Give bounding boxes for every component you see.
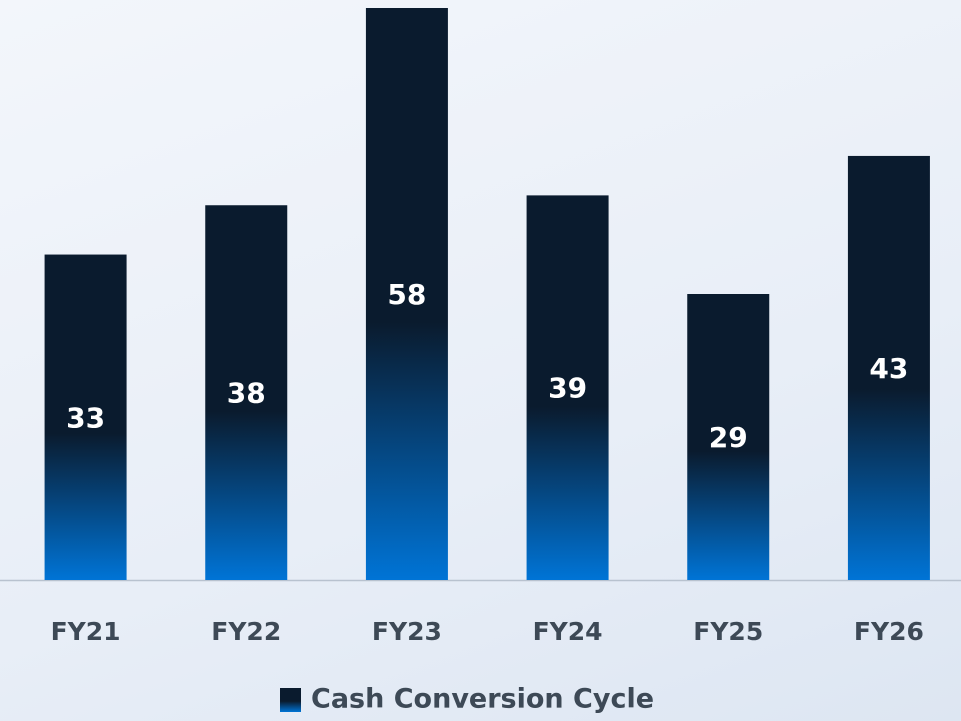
legend-swatch (280, 688, 301, 712)
bar (365, 8, 448, 580)
data-label: 29 (709, 421, 748, 454)
x-tick-label: FY24 (533, 617, 603, 646)
data-label: 58 (387, 278, 426, 311)
legend-label: Cash Conversion Cycle (311, 684, 654, 715)
bar (687, 294, 770, 580)
bar (205, 205, 288, 580)
data-label: 43 (869, 352, 908, 385)
bar (847, 155, 930, 580)
x-tick-label: FY25 (693, 617, 763, 646)
bar (44, 254, 127, 580)
bar (526, 195, 609, 580)
x-tick-label: FY26 (854, 617, 924, 646)
x-tick-label: FY22 (211, 617, 281, 646)
x-tick-label: FY23 (372, 617, 442, 646)
data-label: 33 (66, 401, 105, 434)
data-label: 38 (227, 377, 266, 410)
x-tick-label: FY21 (51, 617, 121, 646)
data-label: 39 (548, 372, 587, 405)
